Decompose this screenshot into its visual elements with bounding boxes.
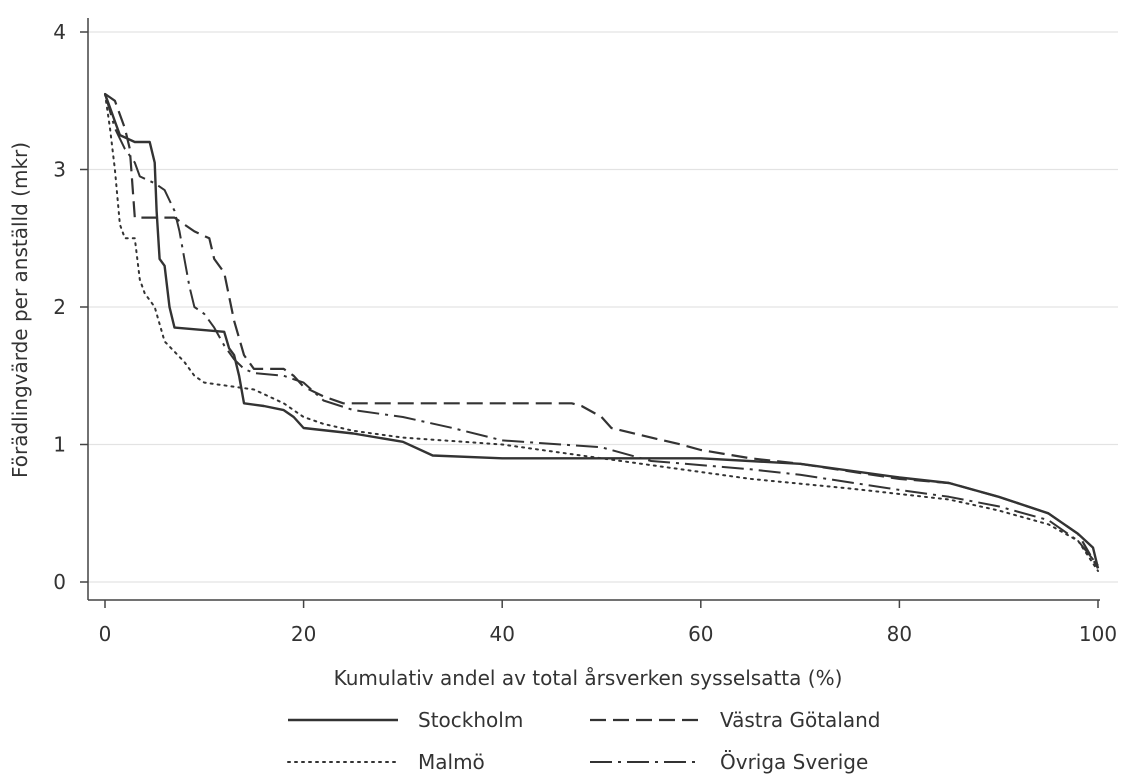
y-tick-label-1: 1 [53, 433, 66, 457]
series-line-v-stra-g-taland [104, 92, 1099, 569]
y-tick-label-2: 2 [53, 295, 66, 319]
x-tick-label-40: 40 [489, 622, 514, 646]
series-lines [103, 92, 1100, 572]
x-ticks: 0 20 40 60 80 100 [99, 600, 1117, 646]
y-tick-label-4: 4 [53, 20, 66, 44]
x-tick-label-20: 20 [291, 622, 316, 646]
y-tick-label-3: 3 [53, 158, 66, 182]
legend: Stockholm Västra Götaland Malmö Övriga Sver… [287, 708, 881, 774]
y-axis-title: Förädlingvärde per anställd (mkr) [8, 142, 32, 478]
x-tick-label-80: 80 [887, 622, 912, 646]
legend-label-3: Övriga Sverige [720, 750, 868, 774]
x-tick-label-0: 0 [99, 622, 112, 646]
x-tick-label-100: 100 [1079, 622, 1117, 646]
y-tick-label-0: 0 [53, 570, 66, 594]
legend-label-1: Västra Götaland [720, 708, 881, 732]
legend-label-2: Malmö [418, 750, 485, 774]
legend-label-0: Stockholm [418, 708, 523, 732]
y-ticks: 0 1 2 3 4 [53, 20, 88, 594]
gridlines [88, 31, 1118, 583]
x-axis-title: Kumulativ andel av total årsverken sysse… [334, 666, 843, 690]
x-tick-label-60: 60 [688, 622, 713, 646]
axes [87, 18, 1100, 601]
series-line-malm- [104, 92, 1099, 572]
series-line--vriga-sverige [104, 93, 1099, 567]
